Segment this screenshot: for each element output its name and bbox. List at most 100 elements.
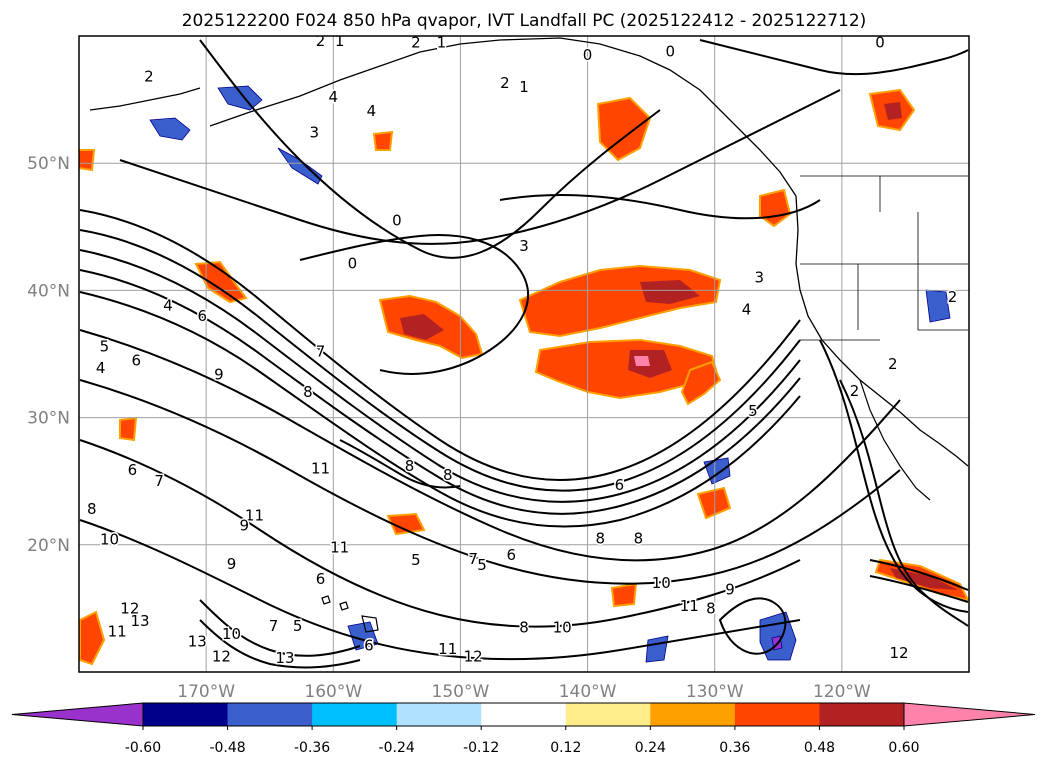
negative-anomaly-region bbox=[759, 611, 797, 661]
colorbar-tick-label: -0.48 bbox=[209, 740, 245, 756]
contour-label: 7 bbox=[154, 472, 164, 490]
contour-line bbox=[339, 439, 461, 489]
colorbar-tick-label: -0.60 bbox=[125, 740, 161, 756]
contour-label: 4 bbox=[742, 300, 752, 318]
contour-label: 5 bbox=[411, 551, 421, 569]
latitude-tick-label: 30°N bbox=[27, 409, 70, 429]
contour-label: 9 bbox=[240, 517, 250, 535]
contour-label: 9 bbox=[214, 365, 224, 383]
contour-label: 5 bbox=[293, 617, 303, 635]
contour-line bbox=[718, 597, 787, 655]
contour-label: 3 bbox=[309, 124, 319, 142]
colorbar: -0.60 -0.48 -0.36 -0.24 -0.12 0.12 0.24 0.36 0.4… bbox=[11, 702, 1036, 756]
contour-line bbox=[699, 39, 969, 76]
contour-label: 12 bbox=[120, 599, 139, 617]
negative-anomaly-region bbox=[645, 635, 669, 663]
contour-label: 8 bbox=[87, 500, 97, 518]
contour-line bbox=[199, 39, 661, 259]
contour-label: 8 bbox=[596, 529, 606, 547]
contour-line bbox=[819, 339, 969, 613]
contour-label: 2 bbox=[411, 33, 421, 51]
positive-anomaly-region bbox=[696, 486, 732, 520]
contour-label: 2 bbox=[850, 382, 860, 400]
contour-line bbox=[79, 329, 901, 562]
contour-line bbox=[199, 599, 361, 657]
contour-label: 7 bbox=[316, 342, 326, 360]
contour-label: 3 bbox=[754, 269, 764, 287]
contour-label: 11 bbox=[330, 538, 349, 556]
contour-label: 8 bbox=[519, 618, 529, 636]
colorbar-tick-label: 0.12 bbox=[550, 740, 581, 756]
contour-label: 10 bbox=[222, 625, 241, 643]
contour-label: 6 bbox=[198, 307, 208, 325]
baja-coastline bbox=[859, 379, 931, 501]
contour-label: 8 bbox=[634, 529, 644, 547]
state-borders bbox=[800, 175, 968, 341]
contour-label: 13 bbox=[188, 632, 207, 650]
contour-label: 9 bbox=[227, 555, 237, 573]
contour-label: 2 bbox=[316, 32, 326, 50]
contour-label: 0 bbox=[665, 42, 675, 60]
contour-line bbox=[79, 249, 801, 503]
coastlines bbox=[89, 37, 969, 633]
contour-line bbox=[79, 229, 801, 492]
contour-label: 6 bbox=[364, 636, 374, 654]
contour-label: 8 bbox=[706, 599, 716, 617]
shaded-anomaly-layer bbox=[79, 85, 969, 666]
contour-label: 8 bbox=[443, 466, 453, 484]
contour-line bbox=[299, 234, 530, 375]
contour-label: 11 bbox=[680, 597, 699, 615]
contour-line bbox=[79, 379, 901, 585]
colorbar-segment bbox=[481, 703, 567, 726]
contour-line bbox=[199, 619, 361, 669]
contour-label: 6 bbox=[507, 546, 517, 564]
contour-label: 2 bbox=[948, 288, 958, 306]
contour-label: 6 bbox=[131, 351, 141, 369]
colorbar-segment bbox=[143, 703, 229, 726]
colorbar-extend-min bbox=[11, 702, 144, 727]
gridlines bbox=[79, 36, 969, 672]
contour-label: 12 bbox=[212, 648, 231, 666]
colorbar-segment bbox=[312, 703, 398, 726]
positive-anomaly-region bbox=[596, 96, 652, 162]
contour-lines bbox=[79, 39, 969, 669]
colorbar-tick-label: -0.12 bbox=[463, 740, 499, 756]
contour-label: 0 bbox=[392, 211, 402, 229]
positive-anomaly-region bbox=[634, 356, 650, 366]
positive-anomaly-region bbox=[640, 280, 700, 304]
colorbar-segment bbox=[734, 703, 820, 726]
longitude-tick-label: 150°W bbox=[432, 682, 490, 702]
contour-label: 2 bbox=[144, 68, 154, 86]
map-frame bbox=[78, 35, 970, 673]
contour-label: 5 bbox=[748, 402, 758, 420]
contour-label: 11 bbox=[108, 622, 127, 640]
contour-label: 4 bbox=[163, 297, 173, 315]
contour-label: 12 bbox=[464, 648, 483, 666]
longitude-axis: 170°W 160°W 150°W 140°W 130°W 120°W bbox=[177, 682, 871, 702]
contour-line bbox=[119, 89, 841, 245]
contour-label: 8 bbox=[303, 383, 313, 401]
contour-label: 2 bbox=[888, 355, 898, 373]
contour-line bbox=[869, 575, 969, 603]
contour-label: 1 bbox=[519, 78, 529, 96]
positive-anomaly-region bbox=[79, 610, 106, 666]
contour-line bbox=[499, 194, 821, 220]
contour-label: 0 bbox=[875, 33, 885, 51]
colorbar-segment bbox=[650, 703, 736, 726]
contour-label: 11 bbox=[245, 507, 264, 525]
contour-label: 8 bbox=[405, 457, 415, 475]
colorbar-segment bbox=[819, 703, 905, 726]
contour-label: 7 bbox=[468, 550, 478, 568]
contour-label: 0 bbox=[583, 46, 593, 64]
contour-label: 9 bbox=[725, 580, 735, 598]
contour-label: 5 bbox=[477, 556, 487, 574]
negative-anomaly-region bbox=[217, 85, 263, 111]
alaska-coastline bbox=[209, 37, 797, 197]
contour-label: 1 bbox=[437, 33, 447, 51]
contour-line bbox=[79, 291, 801, 528]
colorbar-frame bbox=[142, 702, 905, 727]
positive-anomaly-region bbox=[680, 360, 722, 406]
contour-line bbox=[79, 519, 801, 661]
contour-line bbox=[79, 439, 801, 628]
